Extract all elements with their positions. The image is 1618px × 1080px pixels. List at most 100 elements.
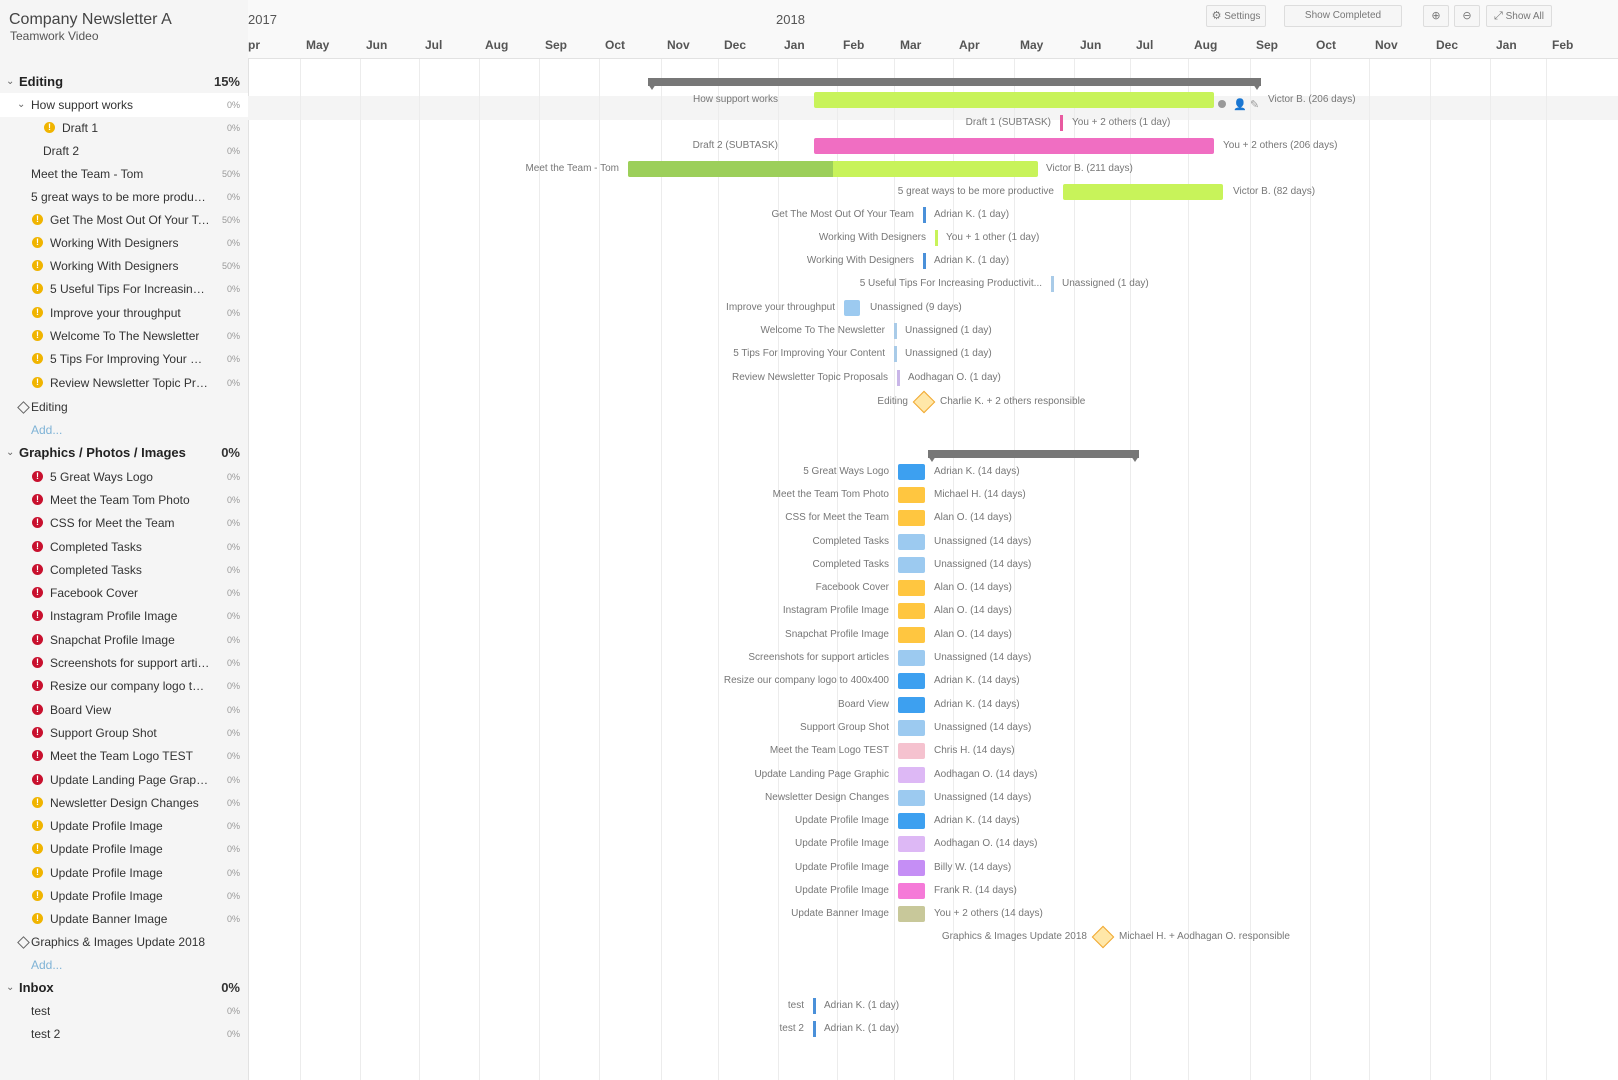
task-row-instagram-profile-image[interactable]: ! Instagram Profile Image 0% <box>0 604 248 628</box>
high-priority-icon: ! <box>32 471 43 482</box>
task-bar[interactable] <box>814 138 1214 154</box>
task-bar[interactable] <box>898 836 925 852</box>
task-row-draft-2[interactable]: Draft 2 0% <box>0 139 248 163</box>
task-row-5-great-ways-to-be-more-producti[interactable]: 5 great ways to be more producti... 0% <box>0 185 248 209</box>
task-bar[interactable] <box>898 720 925 736</box>
chevron-down-icon[interactable]: ⌄ <box>17 99 26 110</box>
task-row-completed-tasks[interactable]: ! Completed Tasks 0% <box>0 558 248 582</box>
task-row-board-view[interactable]: ! Board View 0% <box>0 698 248 722</box>
task-bar[interactable] <box>1051 276 1054 292</box>
task-row-5-tips-for-improving-your-co[interactable]: ! 5 Tips For Improving Your Co... 0% <box>0 347 248 371</box>
task-bar[interactable] <box>813 1021 816 1037</box>
task-bar[interactable] <box>844 300 860 316</box>
task-bar[interactable] <box>894 346 897 362</box>
task-row-improve-your-throughput[interactable]: ! Improve your throughput 0% <box>0 301 248 325</box>
task-row-meet-the-team-tom[interactable]: Meet the Team - Tom 50% <box>0 162 248 186</box>
task-bar[interactable] <box>898 580 925 596</box>
task-row-screenshots-for-support-articl[interactable]: ! Screenshots for support articl... 0% <box>0 651 248 675</box>
milestone-row-editing[interactable]: Editing <box>0 395 248 419</box>
task-row-update-landing-page-graphic[interactable]: ! Update Landing Page Graphic 0% <box>0 768 248 792</box>
task-bar[interactable] <box>1063 184 1223 200</box>
group-row-graphics-photos-images[interactable]: ⌄ Graphics / Photos / Images 0% <box>0 441 248 465</box>
task-row-working-with-designers[interactable]: ! Working With Designers 50% <box>0 254 248 278</box>
task-bar[interactable] <box>898 627 925 643</box>
task-label: Update Landing Page Graphic <box>50 773 210 787</box>
month-gridline <box>1310 59 1311 1080</box>
task-bar[interactable] <box>898 557 925 573</box>
task-row-css-for-meet-the-team[interactable]: ! CSS for Meet the Team 0% <box>0 511 248 535</box>
task-row-support-group-shot[interactable]: ! Support Group Shot 0% <box>0 721 248 745</box>
zoom-in-button[interactable]: ⊕ <box>1423 5 1449 27</box>
task-bar[interactable] <box>897 370 900 386</box>
task-bar[interactable] <box>898 464 925 480</box>
group-row-inbox[interactable]: ⌄ Inbox 0% <box>0 976 248 1000</box>
task-row-draft-1[interactable]: ! Draft 1 0% <box>0 116 248 140</box>
task-row-how-support-works[interactable]: ⌄ How support works 0% <box>0 93 248 117</box>
task-row-update-profile-image[interactable]: ! Update Profile Image 0% <box>0 814 248 838</box>
task-bar[interactable] <box>898 673 925 689</box>
task-bar-label: Working With Designers <box>818 232 926 243</box>
progress-percent: 0% <box>226 146 240 156</box>
show-all-button[interactable]: ⤢ Show All <box>1486 5 1552 27</box>
task-row-meet-the-team-tom-photo[interactable]: ! Meet the Team Tom Photo 0% <box>0 488 248 512</box>
user-icon[interactable]: 👤 <box>1233 99 1247 111</box>
task-bar[interactable] <box>814 92 1214 108</box>
task-row-working-with-designers[interactable]: ! Working With Designers 0% <box>0 231 248 255</box>
task-bar[interactable] <box>894 323 897 339</box>
task-row-newsletter-design-changes[interactable]: ! Newsletter Design Changes 0% <box>0 791 248 815</box>
task-row-facebook-cover[interactable]: ! Facebook Cover 0% <box>0 581 248 605</box>
chevron-down-icon[interactable]: ⌄ <box>6 76 15 87</box>
task-bar[interactable] <box>923 253 926 269</box>
task-bar-label: Graphics & Images Update 2018 <box>941 931 1087 942</box>
chevron-down-icon[interactable]: ⌄ <box>6 982 15 993</box>
add-task-link[interactable]: Add... <box>0 953 248 977</box>
task-row-update-banner-image[interactable]: ! Update Banner Image 0% <box>0 907 248 931</box>
pencil-icon[interactable]: ✎ <box>1250 99 1260 111</box>
task-row-update-profile-image[interactable]: ! Update Profile Image 0% <box>0 837 248 861</box>
add-task-link[interactable]: Add... <box>0 418 248 442</box>
task-bar[interactable] <box>1060 115 1063 131</box>
task-row-test-2[interactable]: test 2 0% <box>0 1022 248 1046</box>
task-bar[interactable] <box>898 534 925 550</box>
milestone-diamond[interactable] <box>912 390 936 414</box>
task-bar[interactable] <box>898 650 925 666</box>
task-bar[interactable] <box>898 697 925 713</box>
group-row-editing[interactable]: ⌄ Editing 15% <box>0 70 248 94</box>
task-bar[interactable] <box>898 906 925 922</box>
task-bar[interactable] <box>898 743 925 759</box>
task-bar[interactable] <box>898 790 925 806</box>
task-label: Editing <box>19 74 64 89</box>
milestone-row-graphics-images-update-2018[interactable]: Graphics & Images Update 2018 <box>0 930 248 954</box>
task-bar[interactable] <box>898 603 925 619</box>
task-bar[interactable] <box>898 883 925 899</box>
task-row-test[interactable]: test 0% <box>0 999 248 1023</box>
task-bar[interactable] <box>898 860 925 876</box>
task-row-update-profile-image[interactable]: ! Update Profile Image 0% <box>0 861 248 885</box>
task-row-update-profile-image[interactable]: ! Update Profile Image 0% <box>0 884 248 908</box>
milestone-diamond[interactable] <box>1091 925 1115 949</box>
task-row-resize-our-company-logo-to-4[interactable]: ! Resize our company logo to 4... 0% <box>0 674 248 698</box>
medium-priority-icon: ! <box>44 122 55 133</box>
task-bar[interactable] <box>923 207 926 223</box>
drag-handle-icon[interactable] <box>1218 100 1226 108</box>
task-bar[interactable] <box>628 161 1038 177</box>
task-row-5-useful-tips-for-increasing[interactable]: ! 5 Useful Tips For Increasing ... 0% <box>0 277 248 301</box>
chevron-down-icon[interactable]: ⌄ <box>6 447 15 458</box>
task-bar[interactable] <box>898 487 925 503</box>
task-row-meet-the-team-logo-test[interactable]: ! Meet the Team Logo TEST 0% <box>0 744 248 768</box>
task-row-review-newsletter-topic-pro[interactable]: ! Review Newsletter Topic Pro... 0% <box>0 371 248 395</box>
show-completed-button[interactable]: Show Completed <box>1284 5 1402 27</box>
zoom-out-button[interactable]: ⊖ <box>1454 5 1480 27</box>
settings-button[interactable]: ⚙ Settings <box>1206 5 1266 27</box>
task-row-get-the-most-out-of-your-te[interactable]: ! Get The Most Out Of Your Te... 50% <box>0 208 248 232</box>
task-bar[interactable] <box>935 230 938 246</box>
task-row-completed-tasks[interactable]: ! Completed Tasks 0% <box>0 535 248 559</box>
task-bar[interactable] <box>898 813 925 829</box>
task-row-welcome-to-the-newsletter[interactable]: ! Welcome To The Newsletter 0% <box>0 324 248 348</box>
task-bar[interactable] <box>898 767 925 783</box>
task-row-snapchat-profile-image[interactable]: ! Snapchat Profile Image 0% <box>0 628 248 652</box>
task-bar[interactable] <box>813 998 816 1014</box>
task-assignee-label: Unassigned (1 day) <box>905 348 992 359</box>
task-row-5-great-ways-logo[interactable]: ! 5 Great Ways Logo 0% <box>0 465 248 489</box>
task-bar[interactable] <box>898 510 925 526</box>
